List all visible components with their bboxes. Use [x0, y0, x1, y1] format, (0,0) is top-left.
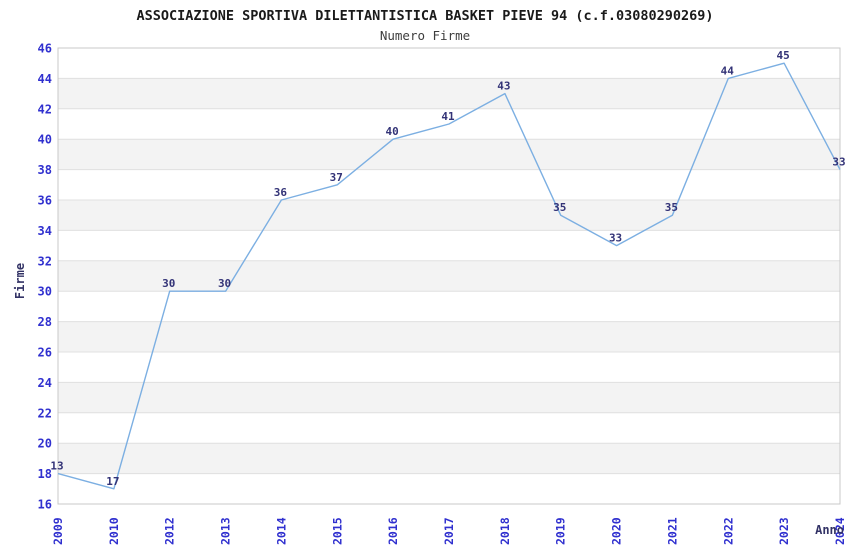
data-point-label: 13: [50, 460, 63, 473]
data-point-label: 43: [497, 80, 510, 93]
x-tick-label: 2012: [163, 517, 177, 545]
x-tick-label: 2014: [274, 517, 288, 545]
plot-band: [58, 473, 840, 504]
y-tick-label: 36: [38, 194, 52, 208]
plot-border: [57, 47, 841, 505]
y-tick-label: 40: [38, 133, 52, 147]
plot-band: [58, 230, 840, 261]
y-axis-title: Firme: [13, 263, 27, 299]
data-point-label: 41: [441, 110, 455, 123]
x-tick-label: 2017: [442, 517, 456, 545]
x-axis-title: Anno: [815, 523, 844, 537]
data-point-label: 33: [609, 232, 622, 245]
data-point-label: 35: [665, 201, 678, 214]
data-point-label: 40: [386, 125, 399, 138]
x-tick-label: 2020: [610, 517, 624, 545]
data-point-label: 45: [777, 49, 790, 62]
x-tick-label: 2013: [219, 517, 233, 545]
plot-band: [58, 443, 840, 474]
plot-band: [58, 291, 840, 322]
plot-band: [58, 200, 840, 231]
y-tick-label: 38: [38, 163, 52, 177]
x-tick-label: 2009: [51, 517, 65, 545]
x-tick-label: 2021: [665, 517, 679, 545]
data-point-label: 37: [330, 171, 343, 184]
x-tick-label: 2024: [833, 517, 847, 545]
plot-band: [58, 321, 840, 352]
data-point-label: 35: [553, 201, 566, 214]
x-tick-label: 2018: [498, 517, 512, 545]
data-point-label: 33: [832, 156, 845, 169]
x-tick-label: 2015: [330, 517, 344, 545]
data-point-label: 17: [106, 475, 119, 488]
plot-band: [58, 412, 840, 444]
chart-title: ASSOCIAZIONE SPORTIVA DILETTANTISTICA BA…: [136, 8, 713, 24]
plot-band: [58, 78, 840, 109]
data-point-label: 30: [162, 277, 175, 290]
y-tick-label: 34: [38, 224, 52, 238]
y-tick-label: 18: [38, 467, 52, 481]
x-tick-label: 2023: [777, 517, 791, 545]
y-tick-label: 26: [38, 346, 52, 360]
y-tick-label: 46: [38, 42, 52, 56]
y-tick-label: 22: [38, 406, 52, 420]
plot-band: [58, 352, 840, 383]
x-tick-label: 2019: [554, 517, 568, 545]
x-tick-label: 2022: [721, 517, 735, 545]
data-point-label: 30: [218, 277, 231, 290]
x-tick-label: 2016: [386, 517, 400, 545]
y-tick-label: 20: [38, 437, 52, 451]
y-tick-label: 42: [38, 102, 52, 116]
y-tick-label: 30: [38, 285, 52, 299]
y-tick-label: 44: [38, 72, 52, 86]
chart-subtitle: Numero Firme: [380, 28, 470, 43]
plot-band: [58, 139, 840, 170]
y-tick-label: 24: [38, 376, 52, 390]
y-tick-label: 32: [38, 254, 52, 268]
y-tick-label: 28: [38, 315, 52, 329]
plot-band: [58, 169, 840, 200]
plot-band: [58, 260, 840, 292]
data-point-label: 36: [274, 186, 288, 199]
x-tick-label: 2010: [107, 517, 121, 545]
plot-band: [58, 48, 840, 79]
plot-band: [58, 382, 840, 413]
y-tick-label: 16: [38, 498, 52, 512]
data-line: [57, 62, 841, 490]
data-point-label: 44: [721, 64, 735, 77]
